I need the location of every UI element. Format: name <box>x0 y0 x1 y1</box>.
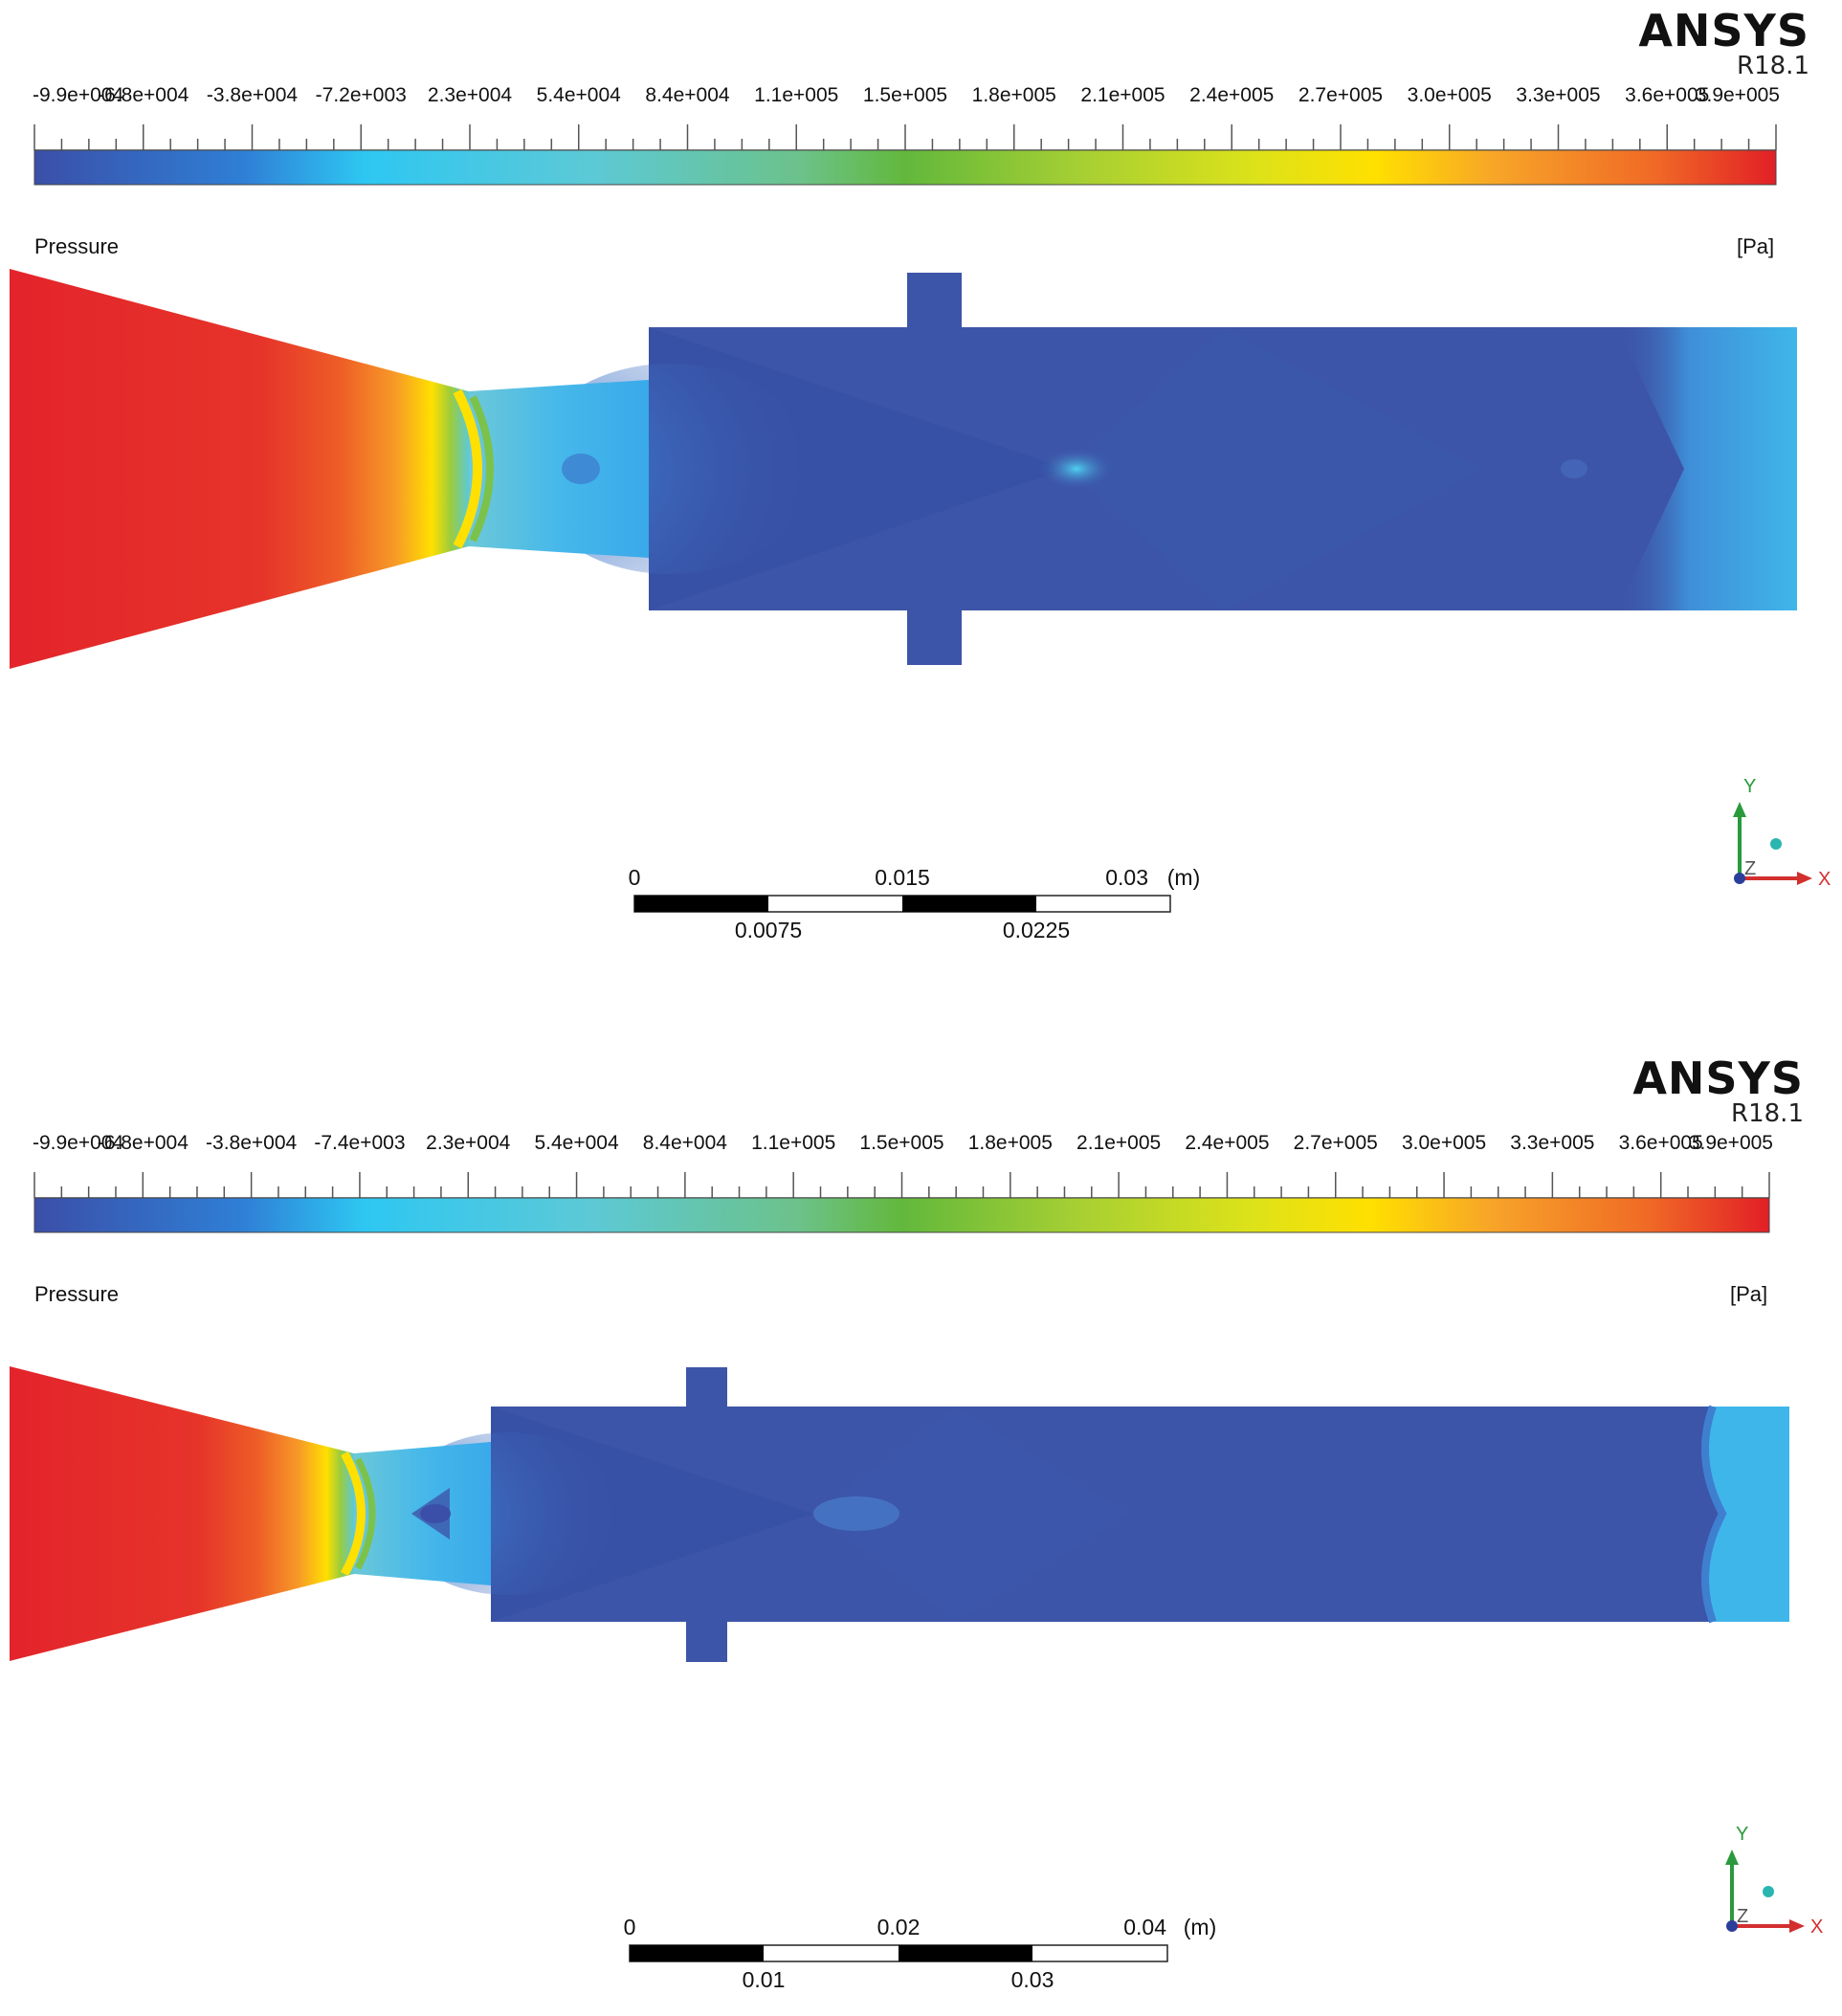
nozzle-divergent <box>469 380 649 558</box>
legend-tick-marks <box>33 1172 1770 1198</box>
outlet-region <box>1705 1407 1789 1622</box>
rotation-sphere-icon <box>1770 838 1782 850</box>
scale-label-1: 0.02 <box>877 1915 921 1939</box>
rotation-sphere-icon <box>1763 1886 1774 1897</box>
axis-z-label: Z <box>1737 1906 1748 1927</box>
brand-name: ANSYS <box>1638 5 1809 56</box>
unit-label: [Pa] <box>1737 234 1775 258</box>
legend-tick-label: 8.4e+004 <box>643 1132 727 1154</box>
axis-triad: Y X Z <box>1733 776 1831 890</box>
legend-tick-label: 8.4e+004 <box>645 84 729 106</box>
legend-tick-label: 2.1e+005 <box>1076 1132 1161 1154</box>
contour-panel-1: ANSYS R18.1 -9.9e+004 -6.8e+004 -3.8e+004-… <box>0 0 1842 997</box>
legend-tick-label: 5.4e+004 <box>534 1132 618 1154</box>
scale-bar: 0 0.015 0.03 (m) 0.0075 0.0225 <box>629 865 1201 942</box>
axis-z-label: Z <box>1744 858 1756 879</box>
ansys-logo: ANSYS R18.1 <box>1638 8 1809 78</box>
legend-tick-label: 2.4e+005 <box>1185 1132 1269 1154</box>
color-legend: -9.9e+004-6.8e+004 -3.8e+004 -7.2e+003 2.3e… <box>33 84 1780 186</box>
legend-tick-labels: -9.9e+004-6.8e+004 -3.8e+004 -7.2e+003 2.3e… <box>33 84 1780 106</box>
scale-label-mid-1: 0.0225 <box>1003 918 1070 942</box>
scale-label-mid-1: 0.03 <box>1011 1967 1054 1992</box>
brand-version: R18.1 <box>1737 52 1809 80</box>
shock-hotspot <box>813 1496 899 1531</box>
scale-label-1: 0.015 <box>875 865 930 890</box>
legend-tick-label: -6.8e+004 <box>98 84 189 106</box>
axis-triad: Y X Z <box>1725 1824 1823 1938</box>
colormap-bar <box>33 1197 1770 1233</box>
legend-tick-label: 3.9e+005 <box>1696 84 1780 106</box>
legend-tick-label: 3.9e+005 <box>1689 1132 1773 1154</box>
legend-tick-label: 1.1e+005 <box>751 1132 835 1154</box>
pressure-contour <box>10 1366 1789 1662</box>
legend-tick-label: 1.5e+005 <box>863 84 947 106</box>
colormap-bar <box>33 149 1777 186</box>
shock-cell-2 <box>813 1407 1129 1622</box>
scale-label-0: 0 <box>624 1915 636 1939</box>
legend-tick-label: 1.5e+005 <box>859 1132 943 1154</box>
legend-tick-label: 5.4e+004 <box>537 84 621 106</box>
contour-panel-2: ANSYS R18.1 -9.9e+004 -6.8e+004 -3.8e+004-… <box>0 1048 1842 1995</box>
injector-port-top <box>907 273 962 327</box>
injector-port-top <box>686 1367 727 1407</box>
legend-tick-label: -7.4e+003 <box>314 1132 405 1154</box>
axis-y-label: Y <box>1743 776 1756 797</box>
injector-port-bottom <box>686 1622 727 1662</box>
legend-tick-label: 3.3e+005 <box>1510 1132 1594 1154</box>
legend-tick-label: 1.8e+005 <box>972 84 1056 106</box>
variable-label: Pressure <box>34 234 120 258</box>
legend-tick-label: 3.6e+005 <box>1625 84 1709 106</box>
legend-tick-label: 1.1e+005 <box>754 84 838 106</box>
outlet-region <box>1617 327 1797 610</box>
legend-tick-label: 2.3e+004 <box>428 84 512 106</box>
axis-x-label: X <box>1810 1916 1823 1938</box>
brand-name: ANSYS <box>1632 1052 1804 1104</box>
legend-tick-label: 2.1e+005 <box>1080 84 1165 106</box>
legend-tick-label: -3.8e+004 <box>206 1132 297 1154</box>
scale-label-2: 0.04 <box>1123 1915 1166 1939</box>
axis-z-dot <box>1726 1920 1738 1932</box>
axis-x-label: X <box>1818 869 1831 890</box>
injector-port-bottom <box>907 610 962 665</box>
scale-label-mid-0: 0.01 <box>743 1967 786 1992</box>
legend-tick-labels: -9.9e+004-6.8e+004 -3.8e+004 -7.4e+003 2.3e… <box>33 1132 1773 1154</box>
variable-label: Pressure <box>34 1282 120 1306</box>
ansys-logo: ANSYS R18.1 <box>1632 1055 1804 1126</box>
scale-label-2: 0.03 <box>1105 865 1148 890</box>
legend-tick-label: 2.4e+005 <box>1189 84 1274 106</box>
legend-tick-label: -7.2e+003 <box>316 84 407 106</box>
scale-label-0: 0 <box>629 865 641 890</box>
legend-tick-marks <box>33 124 1777 150</box>
legend-tick-label: -9.9e+004 <box>33 84 123 106</box>
legend-tick-label: 2.3e+004 <box>426 1132 510 1154</box>
brand-version: R18.1 <box>1731 1099 1804 1128</box>
legend-tick-label: 3.3e+005 <box>1516 84 1600 106</box>
unit-label: [Pa] <box>1730 1282 1768 1306</box>
legend-tick-label: 3.0e+005 <box>1402 1132 1486 1154</box>
axis-y-label: Y <box>1736 1824 1748 1845</box>
legend-tick-label: 3.6e+005 <box>1619 1132 1703 1154</box>
pressure-contour <box>10 269 1797 669</box>
legend-tick-label: 3.0e+005 <box>1408 84 1492 106</box>
legend-tick-label: 2.7e+005 <box>1298 84 1383 106</box>
color-legend: -9.9e+004-6.8e+004 -3.8e+004 -7.4e+003 2.3e… <box>33 1132 1773 1233</box>
inlet-cone <box>10 1366 354 1661</box>
shock-cell-2 <box>1067 327 1483 610</box>
scale-unit: (m) <box>1184 1915 1216 1939</box>
legend-tick-label: 2.7e+005 <box>1294 1132 1378 1154</box>
shock-hotspot <box>1038 448 1115 490</box>
legend-tick-label: -6.8e+004 <box>98 1132 189 1154</box>
axis-z-dot <box>1734 873 1745 884</box>
scale-bar: 0 0.02 0.04 (m) 0.01 0.03 <box>624 1915 1217 1992</box>
legend-tick-label: -9.9e+004 <box>33 1132 123 1154</box>
scale-unit: (m) <box>1167 865 1200 890</box>
inlet-cone <box>10 269 469 669</box>
legend-tick-label: -3.8e+004 <box>207 84 298 106</box>
scale-label-mid-0: 0.0075 <box>735 918 802 942</box>
legend-tick-label: 1.8e+005 <box>968 1132 1053 1154</box>
